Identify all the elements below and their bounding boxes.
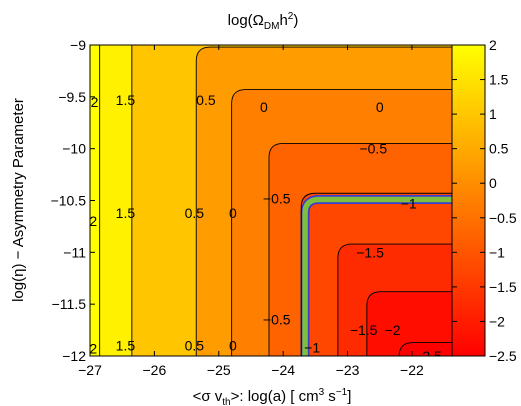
- contour-label: −0.5: [359, 141, 387, 157]
- x-axis-label: <σ vth>: log(a) [ cm3 s−1]: [193, 387, 352, 406]
- contour-label: 0.5: [185, 205, 205, 221]
- colorbar-tick-label: 0: [489, 175, 497, 191]
- contour-label: −2.5: [414, 348, 442, 364]
- contour-label: 0: [376, 99, 384, 115]
- contour-label: 2: [89, 341, 97, 357]
- contour-label: 1.5: [116, 338, 136, 354]
- plot-area: 2 1.5 0.5 0 0 −0.5 2 1.5 0.5 0 −0.5 −1 −1.5 2 1.5 0.5 0 −…: [89, 45, 457, 364]
- contour-line: [337, 243, 457, 356]
- chart-title: log(ΩDMh2): [228, 11, 299, 32]
- contour-line: [300, 192, 457, 356]
- colorbar-tick-label: 2: [489, 37, 497, 53]
- contour-label: 0.5: [196, 92, 216, 108]
- contour-label: −1: [401, 196, 417, 212]
- colorbar-tick-label: −2.5: [489, 348, 517, 364]
- observed-relic-density-band: [300, 194, 457, 356]
- contour-label: −1.5: [356, 244, 384, 260]
- contour-label: 1.5: [116, 92, 136, 108]
- y-axis-ticks: −9−9.5−10−10.5−11−11.5−12: [51, 37, 457, 364]
- contour-line: [195, 46, 457, 356]
- contour-label: 2: [91, 94, 99, 110]
- x-axis-ticks: −27 −26 −25 −24 −23 −22: [78, 45, 424, 378]
- colorbar-tick-label: 0.5: [489, 141, 509, 157]
- contour-line: [398, 342, 457, 356]
- y-tick-label: −12: [62, 348, 86, 364]
- x-tick-label: −22: [400, 362, 424, 378]
- contour-line: [366, 291, 457, 356]
- x-tick-label: −25: [207, 362, 231, 378]
- x-tick-label: −27: [78, 362, 102, 378]
- x-tick-label: −26: [143, 362, 167, 378]
- contour-line: [231, 89, 457, 356]
- colorbar: [451, 44, 486, 357]
- y-tick-label: −11.5: [52, 296, 87, 312]
- observed-band-fill: [302, 196, 457, 356]
- contour-label: 0: [229, 205, 237, 221]
- y-tick-label: −10.5: [51, 193, 87, 209]
- y-tick-label: −9.5: [58, 89, 86, 105]
- contour-line: [268, 143, 457, 356]
- colorbar-tick-label: −1.5: [489, 279, 517, 295]
- y-tick-label: −10: [62, 141, 86, 157]
- contour-label: 0: [229, 338, 237, 354]
- y-tick-label: −9: [70, 37, 86, 53]
- x-tick-label: −23: [336, 362, 360, 378]
- y-axis-label: log(η) − Asymmetry Parameter: [10, 98, 27, 302]
- contour-label: 0.5: [185, 338, 205, 354]
- colorbar-tick-label: 1: [489, 106, 497, 122]
- contour-label: 0: [260, 99, 268, 115]
- contour-label: 2: [89, 213, 97, 229]
- y-tick-label: −11: [63, 244, 86, 260]
- colorbar-ticks: 2 1.5 1 0.5 0 −0.5 −1 −1.5 −2 −2.5: [452, 37, 517, 364]
- contour-region: [399, 342, 457, 356]
- contour-lines: [99, 45, 457, 356]
- colorbar-tick-label: −1: [489, 244, 505, 260]
- contour-label: −0.5: [263, 190, 291, 206]
- colorbar-tick-label: −0.5: [489, 210, 517, 226]
- contour-labels: 2 1.5 0.5 0 0 −0.5 2 1.5 0.5 0 −0.5 −1 −1.5 2 1.5 0.5 0 −…: [89, 92, 442, 364]
- contour-label: −1: [304, 340, 320, 356]
- contour-label: −1.5: [350, 322, 378, 338]
- x-tick-label: −24: [271, 362, 295, 378]
- contour-label: −2: [385, 322, 401, 338]
- contour-label: −0.5: [263, 312, 291, 328]
- contour-label: 1.5: [116, 205, 136, 221]
- colorbar-tick-label: −2: [489, 313, 505, 329]
- contour-region: [366, 291, 457, 356]
- colorbar-tick-label: 1.5: [489, 72, 509, 88]
